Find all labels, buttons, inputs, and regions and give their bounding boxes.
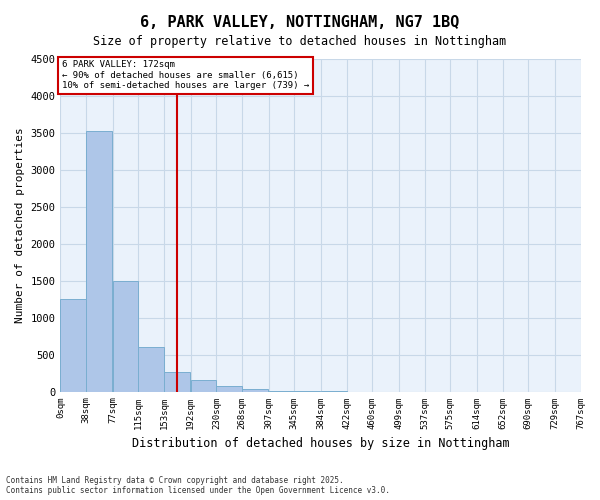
X-axis label: Distribution of detached houses by size in Nottingham: Distribution of detached houses by size … [131, 437, 509, 450]
Bar [164, 372, 190, 392]
Y-axis label: Number of detached properties: Number of detached properties [15, 128, 25, 323]
Bar [217, 386, 242, 392]
Text: 6, PARK VALLEY, NOTTINGHAM, NG7 1BQ: 6, PARK VALLEY, NOTTINGHAM, NG7 1BQ [140, 15, 460, 30]
Bar [191, 380, 217, 392]
Bar [61, 299, 86, 392]
Bar [113, 282, 139, 392]
Bar [86, 130, 112, 392]
Text: Contains HM Land Registry data © Crown copyright and database right 2025.
Contai: Contains HM Land Registry data © Crown c… [6, 476, 390, 495]
Bar [242, 390, 268, 392]
Text: Size of property relative to detached houses in Nottingham: Size of property relative to detached ho… [94, 35, 506, 48]
Text: 6 PARK VALLEY: 172sqm
← 90% of detached houses are smaller (6,615)
10% of semi-d: 6 PARK VALLEY: 172sqm ← 90% of detached … [62, 60, 309, 90]
Bar [139, 347, 164, 392]
